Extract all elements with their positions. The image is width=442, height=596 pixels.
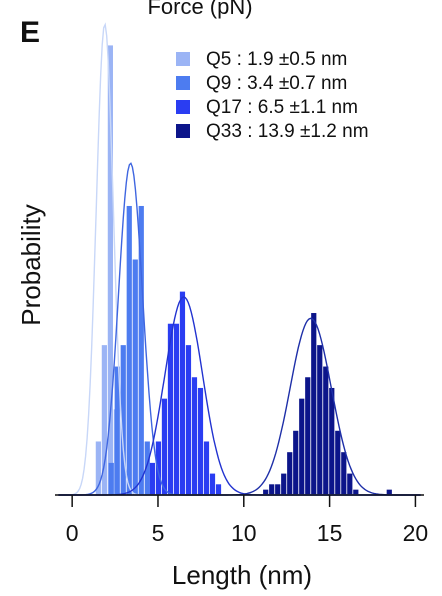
bar-q9-0	[108, 462, 114, 495]
bar-q33-0	[263, 489, 269, 495]
top-cutoff-text: Force (pN)	[147, 0, 252, 19]
legend-swatch-q9	[176, 76, 190, 90]
bar-q33-6	[299, 398, 305, 495]
bar-q17-1	[155, 441, 162, 495]
bar-q33-10	[323, 366, 329, 495]
y-axis-label: Probability	[16, 204, 46, 325]
legend-swatch-q33	[176, 124, 190, 138]
bar-q33-4	[287, 452, 293, 495]
x-tick-label-10: 10	[231, 520, 257, 546]
bar-q17-8	[197, 387, 204, 495]
bar-q33-5	[293, 430, 299, 495]
x-tick-label-20: 20	[403, 520, 429, 546]
bar-q17-11	[215, 484, 222, 495]
x-tick-label-0: 0	[66, 520, 79, 546]
bar-q17-7	[191, 377, 198, 495]
bar-q17-10	[209, 473, 216, 495]
legend-label-q5: Q5 : 1.9 ±0.5 nm	[206, 49, 347, 70]
bar-q17-0	[149, 462, 156, 495]
bar-q17-3	[167, 323, 174, 495]
axes-layer: 0 5 10 15 20	[55, 494, 429, 546]
bar-q33-11	[329, 387, 335, 495]
bar-q5-0	[95, 441, 101, 495]
bar-q9-3	[126, 205, 132, 495]
bar-q33-1	[269, 484, 275, 495]
bar-q9-2	[120, 345, 126, 495]
x-tick-label-15: 15	[317, 520, 343, 546]
bar-q33-7	[305, 377, 311, 495]
bar-q5-2	[107, 45, 113, 496]
x-axis-label: Length (nm)	[172, 560, 312, 590]
bars-layer	[95, 45, 392, 496]
legend-swatch-q17	[176, 100, 190, 114]
bar-q17-9	[203, 441, 210, 495]
bar-q9-5	[138, 205, 144, 495]
bar-q33-13	[341, 452, 347, 495]
bar-q9-4	[132, 259, 138, 495]
bar-q17-6	[185, 345, 192, 495]
x-tick-label-5: 5	[152, 520, 165, 546]
bar-q33-3	[281, 473, 287, 495]
legend-label-q9: Q9 : 3.4 ±0.7 nm	[206, 73, 347, 94]
bar-q33-16	[386, 489, 392, 495]
panel-label: E	[20, 16, 40, 49]
bar-q33-12	[335, 430, 341, 495]
legend: Q5 : 1.9 ±0.5 nm Q9 : 3.4 ±0.7 nm Q17 : 6.…	[176, 49, 369, 142]
bar-q33-9	[317, 345, 323, 495]
bar-q33-2	[275, 484, 281, 495]
bar-q17-2	[161, 398, 168, 495]
bar-q9-6	[144, 441, 150, 495]
bar-q33-15	[353, 489, 359, 495]
bar-q33-8	[311, 313, 317, 495]
legend-swatch-q5	[176, 52, 190, 66]
bar-q17-5	[179, 291, 186, 495]
bar-q5-1	[101, 345, 107, 495]
legend-label-q17: Q17 : 6.5 ±1.1 nm	[206, 97, 358, 118]
bar-q9-1	[114, 366, 120, 495]
bar-q17-4	[173, 323, 180, 495]
legend-label-q33: Q33 : 13.9 ±1.2 nm	[206, 121, 369, 142]
bar-q33-14	[347, 473, 353, 495]
